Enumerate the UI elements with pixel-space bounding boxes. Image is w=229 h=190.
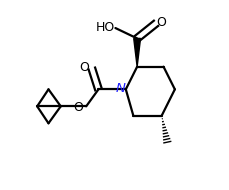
- Text: HO: HO: [96, 21, 115, 34]
- Text: O: O: [79, 61, 89, 74]
- Polygon shape: [134, 38, 141, 67]
- Text: O: O: [156, 16, 166, 29]
- Text: O: O: [73, 101, 83, 114]
- Text: N: N: [116, 82, 125, 95]
